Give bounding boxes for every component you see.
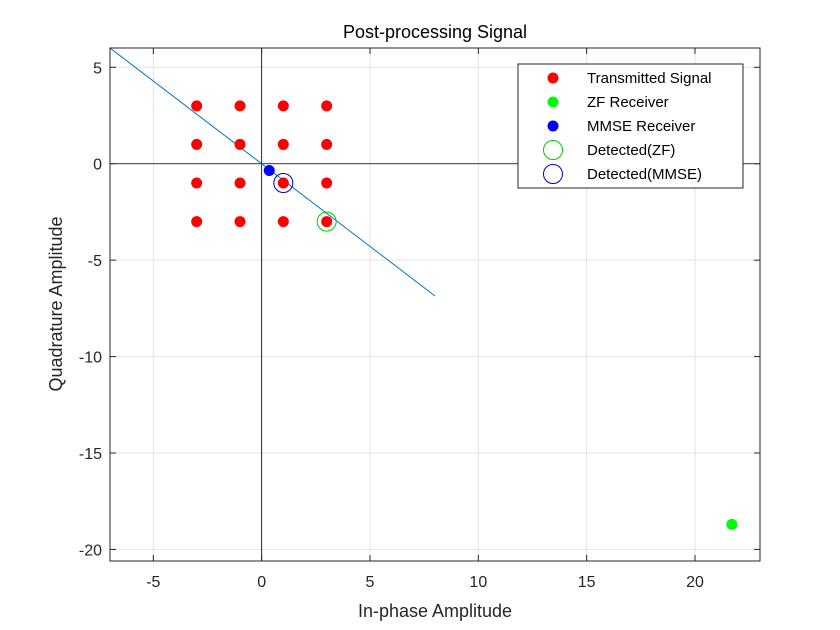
transmitted-signal-point <box>321 216 333 228</box>
legend-swatch-zf-receiver <box>547 96 559 108</box>
legend: Transmitted Signal ZF Receiver MMSE Receiv… <box>517 63 744 189</box>
transmitted-signal-point <box>234 138 246 150</box>
legend-swatch-detected-zf <box>543 140 563 160</box>
transmitted-signal-point <box>277 138 289 150</box>
x-tick-label: 20 <box>686 574 704 591</box>
x-tick-label: -5 <box>146 574 160 591</box>
zf-receiver-point <box>726 518 738 530</box>
legend-label-transmitted-signal: Transmitted Signal <box>587 70 712 87</box>
chart-title: Post-processing Signal <box>343 22 527 42</box>
transmitted-signal-point <box>277 100 289 112</box>
x-tick-label: 0 <box>257 574 266 591</box>
transmitted-signal-point <box>191 100 203 112</box>
x-tick-label: 15 <box>578 574 596 591</box>
legend-swatch-transmitted-signal <box>547 72 559 84</box>
transmitted-signal-point <box>277 216 289 228</box>
transmitted-signal-point <box>321 100 333 112</box>
mmse-receiver-point <box>263 164 275 176</box>
transmitted-signal-point <box>234 100 246 112</box>
x-tick-label: 10 <box>469 574 487 591</box>
transmitted-signal-point <box>277 177 289 189</box>
x-tick-label: 5 <box>366 574 375 591</box>
transmitted-signal-point <box>191 138 203 150</box>
y-tick-label: -15 <box>79 446 102 463</box>
legend-label-zf-receiver: ZF Receiver <box>587 94 669 111</box>
legend-label-detected-zf: Detected(ZF) <box>587 142 675 159</box>
detected-mmse-marker <box>273 173 294 193</box>
transmitted-signal-point <box>234 177 246 189</box>
detected-zf-marker <box>316 211 337 232</box>
y-tick-label: 0 <box>93 157 102 174</box>
legend-label-mmse-receiver: MMSE Receiver <box>587 118 695 135</box>
transmitted-signal-point <box>321 138 333 150</box>
axes-frame <box>109 47 761 562</box>
legend-swatch-detected-mmse <box>543 164 563 184</box>
y-axis-title: Quadrature Amplitude <box>46 216 66 391</box>
transmitted-signal-point <box>321 177 333 189</box>
y-tick-label: -5 <box>88 253 102 270</box>
x-axis-title: In-phase Amplitude <box>358 601 512 621</box>
transmitted-signal-point <box>191 177 203 189</box>
transmitted-signal-point <box>234 216 246 228</box>
y-tick-label: -20 <box>79 542 102 559</box>
transmitted-signal-point <box>191 216 203 228</box>
legend-swatch-mmse-receiver <box>547 120 559 132</box>
y-tick-label: 5 <box>93 60 102 77</box>
y-tick-label: -10 <box>79 350 102 367</box>
legend-label-detected-mmse: Detected(MMSE) <box>587 166 702 183</box>
